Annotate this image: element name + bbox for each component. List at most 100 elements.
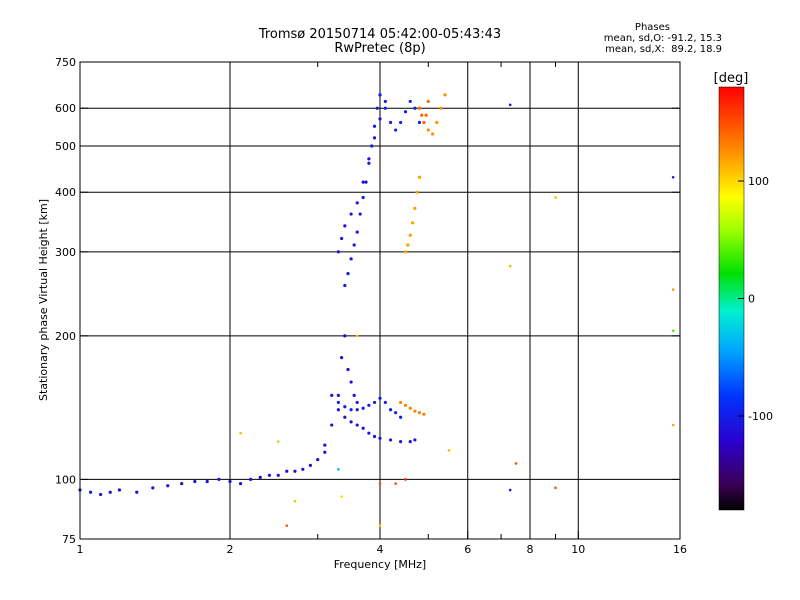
trace-point [388, 408, 393, 412]
trace-point [343, 224, 347, 228]
trace-point [301, 467, 305, 471]
scatter-point [285, 524, 289, 527]
trace-point [355, 423, 359, 427]
trace-point [361, 426, 365, 430]
trace-point [372, 124, 377, 128]
trace-point [361, 406, 365, 410]
scatter-point [554, 486, 557, 490]
trace-point [422, 120, 426, 125]
scatter-point [340, 495, 343, 498]
trace-point [383, 99, 387, 104]
scatter-point [447, 449, 451, 452]
trace-point [388, 438, 393, 442]
trace-point [417, 106, 422, 110]
trace-point [336, 393, 340, 398]
trace-point [343, 415, 347, 419]
trace-point [403, 403, 408, 407]
x-tick-label: 2 [227, 543, 234, 556]
scatter-points [78, 93, 675, 527]
trace-point [258, 475, 262, 479]
trace-point [378, 396, 382, 400]
trace-point [413, 206, 417, 210]
trace-point [383, 106, 387, 110]
trace-point [399, 415, 403, 419]
y-tick-label: 300 [55, 246, 76, 259]
trace-point [417, 120, 422, 125]
trace-point [166, 484, 170, 488]
trace-point [217, 477, 221, 482]
colorbar-tick-label: 0 [748, 293, 755, 306]
trace-point [417, 411, 422, 415]
trace-point [399, 120, 403, 125]
trace-point [370, 144, 374, 148]
trace-point [408, 406, 412, 410]
trace-point [372, 400, 377, 405]
trace-point [330, 393, 334, 398]
trace-point [336, 408, 340, 412]
scatter-point [276, 440, 280, 443]
trace-point [343, 405, 347, 409]
trace-point [349, 408, 353, 412]
trace-point [336, 250, 340, 254]
trace-point [435, 120, 439, 125]
axes: 1 2 4 6 8 10 16 75 100 200 300 400 500 600 750 [55, 56, 687, 556]
colorbar-tick-label: -100 [748, 410, 773, 423]
trace-point [355, 408, 359, 412]
trace-point [238, 481, 243, 486]
trace-point [355, 230, 359, 234]
trace-point [403, 250, 408, 254]
y-tick-label: 600 [55, 102, 76, 115]
trace-point [394, 128, 398, 132]
scatter-point [514, 462, 518, 465]
trace-point [408, 233, 412, 237]
trace-point [403, 110, 408, 114]
trace-point [293, 469, 297, 473]
trace-point [180, 481, 184, 486]
trace-point [285, 469, 289, 473]
scatter-point [671, 175, 675, 179]
trace-point [430, 132, 435, 136]
chart-title: Tromsø 20150714 05:42:00-05:43:43 [258, 27, 502, 42]
trace-point [352, 243, 356, 247]
trace-point [117, 488, 122, 492]
trace-point [193, 479, 197, 484]
trace-point [349, 257, 353, 261]
scatter-point [671, 329, 675, 332]
scatter-point [508, 264, 512, 268]
x-tick-label: 1 [77, 543, 84, 556]
trace-point [228, 479, 232, 484]
trace-point [367, 161, 371, 165]
trace-point [343, 334, 347, 338]
stats-line-x: mean, sd,X: 89.2, 18.9 [605, 44, 722, 55]
scatter-point [554, 196, 557, 199]
y-tick-label: 75 [62, 533, 76, 546]
trace-point [346, 367, 350, 372]
stats-line-o: mean, sd,O: -91.2, 15.3 [603, 33, 722, 44]
trace-point [378, 93, 382, 97]
y-tick-label: 100 [55, 473, 76, 486]
x-tick-label: 8 [527, 543, 534, 556]
trace-point [439, 106, 443, 110]
trace-point [151, 486, 155, 490]
scatter-point [239, 431, 242, 435]
scatter-point [404, 478, 407, 481]
trace-point [358, 212, 362, 216]
x-tick-label: 4 [377, 543, 384, 556]
trace-point [372, 136, 377, 140]
trace-point [88, 490, 93, 494]
trace-point [375, 106, 379, 110]
trace-point [408, 440, 412, 444]
trace-point [361, 195, 365, 200]
trace-point [424, 113, 428, 117]
trace-point [355, 201, 359, 205]
trace-point [408, 99, 412, 104]
trace-point [349, 380, 353, 384]
trace-point [205, 479, 209, 484]
trace-point [135, 490, 139, 494]
trace-point [410, 221, 415, 225]
trace-point [372, 434, 377, 439]
scatter-point [378, 482, 382, 485]
trace-point [406, 243, 410, 247]
trace-point [422, 412, 426, 416]
trace-point [308, 463, 313, 467]
